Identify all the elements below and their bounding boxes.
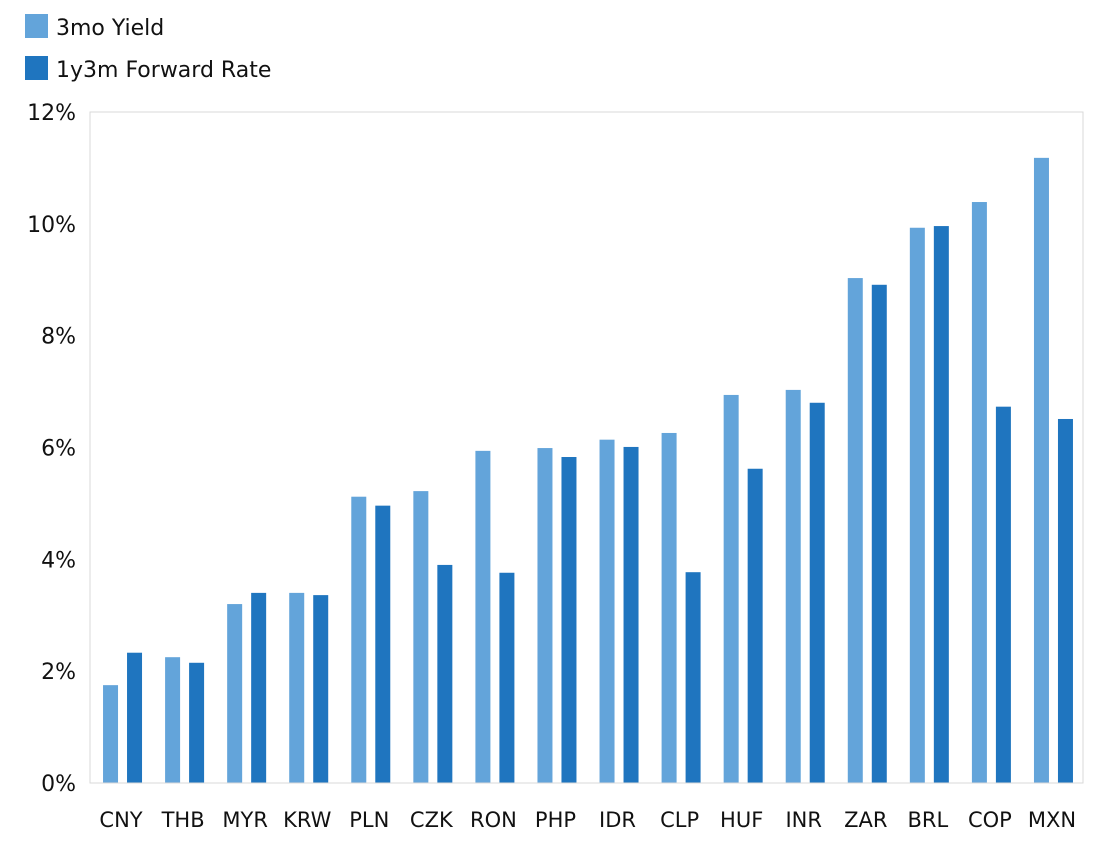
x-tick-label: ZAR [844, 808, 887, 832]
legend-swatch [25, 56, 48, 80]
x-tick-label: COP [968, 808, 1012, 832]
x-tick-label: RON [470, 808, 517, 832]
bar-cny-series-0 [103, 685, 119, 783]
bar-huf-series-1 [747, 468, 763, 783]
bar-brl-series-1 [933, 226, 949, 783]
y-tick-label: 2% [41, 660, 76, 685]
x-tick-label: BRL [907, 808, 948, 832]
bar-myr-series-1 [251, 592, 267, 783]
legend-label: 3mo Yield [56, 16, 164, 41]
y-tick-label: 10% [27, 213, 76, 238]
x-tick-label: IDR [599, 808, 636, 832]
bar-ron-series-0 [475, 450, 491, 783]
bar-ron-series-1 [499, 572, 515, 783]
bar-thb-series-0 [165, 657, 181, 783]
bar-krw-series-0 [289, 592, 305, 783]
x-tick-label: MYR [222, 808, 268, 832]
x-tick-label: THB [161, 808, 205, 832]
bar-huf-series-0 [723, 394, 739, 783]
x-tick-label: CZK [410, 808, 454, 832]
bar-krw-series-1 [313, 595, 329, 783]
y-tick-label: 6% [41, 437, 76, 462]
bar-inr-series-1 [809, 402, 825, 783]
bar-cop-series-0 [971, 202, 987, 784]
bar-idr-series-1 [623, 446, 639, 783]
y-tick-label: 12% [27, 101, 76, 126]
bar-czk-series-0 [413, 491, 429, 783]
x-tick-label: MXN [1028, 808, 1076, 832]
bar-myr-series-0 [227, 604, 243, 783]
bar-php-series-0 [537, 448, 553, 783]
bar-pln-series-1 [375, 505, 391, 783]
x-tick-label: INR [785, 808, 822, 832]
bar-inr-series-0 [785, 389, 801, 783]
x-tick-label: PHP [535, 808, 576, 832]
bar-idr-series-0 [599, 439, 615, 783]
y-tick-label: 4% [41, 548, 76, 573]
bar-zar-series-0 [847, 278, 863, 783]
bar-czk-series-1 [437, 564, 453, 783]
bar-clp-series-1 [685, 572, 701, 783]
bar-mxn-series-0 [1033, 157, 1049, 783]
bar-zar-series-1 [871, 284, 887, 783]
bar-mxn-series-1 [1057, 418, 1073, 783]
legend-label: 1y3m Forward Rate [56, 58, 271, 83]
bar-clp-series-0 [661, 432, 677, 783]
bar-thb-series-1 [189, 662, 205, 783]
bar-php-series-1 [561, 457, 577, 783]
x-tick-label: CLP [660, 808, 699, 832]
bar-cop-series-1 [995, 406, 1011, 783]
bar-brl-series-0 [909, 227, 925, 783]
x-tick-label: HUF [720, 808, 763, 832]
x-tick-label: KRW [283, 808, 332, 832]
x-tick-label: PLN [349, 808, 389, 832]
bar-pln-series-0 [351, 496, 367, 783]
bar-cny-series-1 [127, 652, 143, 783]
x-tick-label: CNY [99, 808, 142, 832]
y-tick-label: 8% [41, 325, 76, 350]
y-tick-label: 0% [41, 772, 76, 797]
legend-swatch [25, 14, 48, 38]
